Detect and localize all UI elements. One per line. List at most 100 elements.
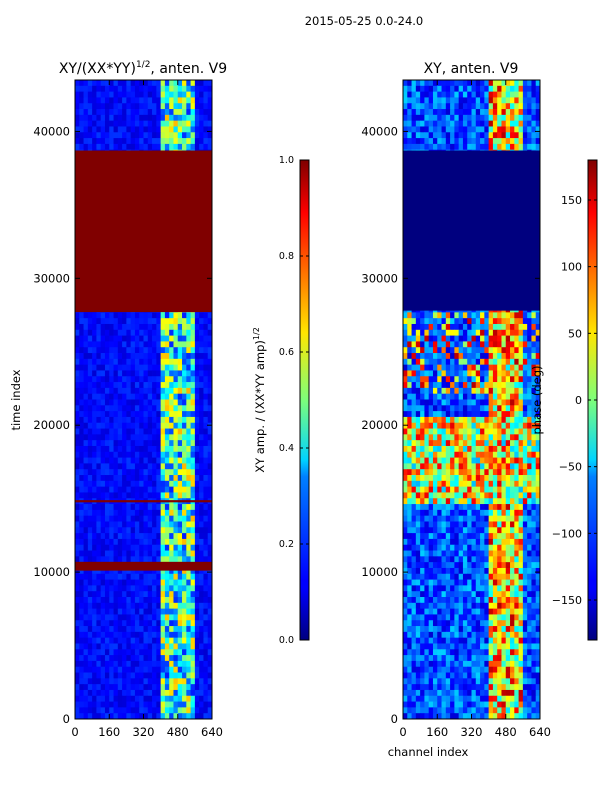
heatmap-cell bbox=[458, 323, 464, 331]
heatmap-cell bbox=[173, 480, 179, 488]
heatmap-cell bbox=[152, 382, 157, 389]
heatmap-cell bbox=[415, 318, 421, 325]
heatmap-cell bbox=[173, 323, 179, 331]
heatmap-cell bbox=[109, 335, 114, 342]
heatmap-cell bbox=[160, 393, 166, 400]
heatmap-cell bbox=[100, 509, 106, 517]
heatmap-cell bbox=[501, 318, 507, 325]
heatmap-cell bbox=[190, 521, 196, 528]
heatmap-cell bbox=[420, 80, 425, 87]
heatmap-cell bbox=[203, 655, 209, 662]
heatmap-cell bbox=[79, 480, 84, 488]
heatmap-cell bbox=[126, 393, 132, 400]
heatmap-cell bbox=[462, 80, 468, 87]
heatmap-cell bbox=[139, 550, 144, 557]
heatmap-cell bbox=[130, 713, 136, 720]
heatmap-cell bbox=[126, 451, 132, 458]
heatmap-cell bbox=[203, 318, 209, 325]
heatmap-cell bbox=[113, 329, 119, 336]
heatmap-cell bbox=[152, 567, 157, 575]
heatmap-cell bbox=[113, 422, 119, 429]
heatmap-cell bbox=[92, 376, 97, 383]
heatmap-cell bbox=[203, 713, 209, 720]
heatmap-cell bbox=[169, 416, 174, 424]
heatmap-cell bbox=[147, 579, 153, 586]
heatmap-cell bbox=[75, 370, 80, 377]
heatmap-cell bbox=[87, 509, 93, 517]
heatmap-cell bbox=[75, 457, 80, 464]
heatmap-cell bbox=[130, 347, 136, 354]
heatmap-cell bbox=[450, 85, 455, 93]
heatmap-cell bbox=[143, 591, 149, 598]
heatmap-cell bbox=[143, 312, 149, 319]
heatmap-cell bbox=[471, 323, 477, 331]
heatmap-cell bbox=[104, 533, 110, 540]
heatmap-cell bbox=[139, 695, 144, 702]
heatmap-cell bbox=[156, 550, 162, 557]
heatmap-cell bbox=[75, 597, 80, 604]
heatmap-cell bbox=[488, 85, 494, 93]
heatmap-cell bbox=[130, 573, 136, 580]
colorbar-amplitude-label-exp: 1/2 bbox=[252, 327, 261, 340]
x-tick-label: 0 bbox=[71, 725, 78, 739]
heatmap-cell bbox=[113, 631, 119, 639]
heatmap-cell bbox=[169, 405, 174, 412]
heatmap-cell bbox=[130, 556, 136, 563]
heatmap-cell bbox=[143, 573, 149, 580]
heatmap-cell bbox=[92, 411, 97, 418]
heatmap-cell bbox=[79, 91, 84, 98]
heatmap-cell bbox=[152, 701, 157, 708]
heatmap-cell bbox=[203, 132, 209, 139]
heatmap-cell bbox=[113, 382, 119, 389]
heatmap-cell bbox=[87, 666, 93, 673]
heatmap-cell bbox=[186, 475, 191, 482]
heatmap-cell bbox=[92, 143, 97, 151]
heatmap-cell bbox=[87, 353, 93, 360]
heatmap-cell bbox=[109, 614, 114, 621]
heatmap-cell bbox=[169, 614, 174, 621]
heatmap-cell bbox=[100, 573, 106, 580]
heatmap-cell bbox=[432, 329, 438, 336]
heatmap-cell bbox=[152, 614, 157, 621]
heatmap-cell bbox=[514, 138, 519, 145]
heatmap-cell bbox=[75, 393, 80, 400]
heatmap-cell bbox=[139, 422, 144, 429]
heatmap-cell bbox=[83, 393, 89, 400]
heatmap-cell bbox=[164, 370, 170, 377]
heatmap-cell bbox=[164, 637, 170, 644]
heatmap-cell bbox=[190, 556, 196, 563]
heatmap-cell bbox=[147, 370, 153, 377]
heatmap-cell bbox=[92, 620, 97, 627]
heatmap-cell bbox=[164, 405, 170, 412]
heatmap-cell bbox=[190, 614, 196, 621]
heatmap-cell bbox=[186, 434, 191, 441]
heatmap-cell bbox=[152, 695, 157, 702]
heatmap-cell bbox=[117, 567, 123, 575]
heatmap-cell bbox=[407, 318, 412, 325]
heatmap-cell bbox=[122, 573, 127, 580]
heatmap-cell bbox=[182, 440, 187, 447]
heatmap-cell bbox=[199, 469, 204, 476]
heatmap-cell bbox=[130, 579, 136, 586]
heatmap-cell bbox=[199, 475, 204, 482]
heatmap-cell bbox=[79, 451, 84, 458]
heatmap-cell bbox=[122, 364, 127, 371]
heatmap-cell bbox=[134, 527, 140, 534]
heatmap-cell bbox=[527, 120, 532, 127]
heatmap-cell bbox=[510, 80, 515, 87]
heatmap-cell bbox=[134, 655, 140, 662]
heatmap-cell bbox=[480, 138, 485, 145]
heatmap-cell bbox=[104, 318, 110, 325]
heatmap-cell bbox=[143, 132, 149, 139]
heatmap-cell bbox=[177, 434, 183, 441]
heatmap-cell bbox=[475, 138, 481, 145]
x-tick-label: 160 bbox=[98, 725, 120, 739]
heatmap-cell bbox=[518, 318, 524, 325]
heatmap-cell bbox=[126, 544, 132, 551]
heatmap-cell bbox=[152, 405, 157, 412]
heatmap-cell bbox=[164, 411, 170, 418]
heatmap-cell bbox=[164, 457, 170, 464]
heatmap-cell bbox=[194, 689, 200, 697]
heatmap-cell bbox=[160, 416, 166, 424]
heatmap-cell bbox=[203, 480, 209, 488]
